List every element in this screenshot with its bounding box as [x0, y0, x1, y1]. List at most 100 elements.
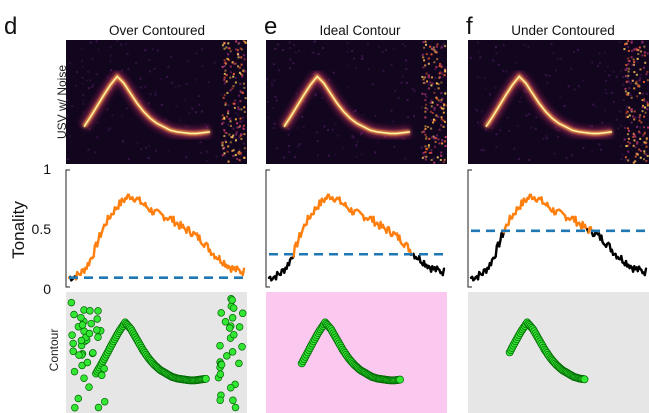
noise-pixel	[490, 127, 493, 130]
noise-pixel	[154, 93, 157, 96]
noise-pixel	[88, 87, 91, 90]
noise-contour-point	[221, 318, 230, 326]
noise-band-pixel	[645, 137, 648, 140]
noise-band-pixel	[436, 134, 439, 137]
noise-contour-point	[93, 326, 101, 334]
noise-pixel	[187, 125, 190, 128]
noise-band-pixel	[441, 139, 444, 142]
noise-contour-point	[229, 304, 238, 312]
noise-band-pixel	[235, 133, 238, 136]
noise-band-pixel	[627, 150, 630, 153]
noise-pixel	[495, 133, 498, 136]
noise-band-pixel	[429, 81, 432, 84]
noise-band-pixel	[444, 45, 447, 48]
noise-pixel	[622, 76, 625, 79]
noise-pixel	[577, 85, 580, 88]
noise-band-pixel	[627, 80, 630, 83]
noise-band-pixel	[223, 42, 226, 45]
noise-pixel	[120, 43, 123, 46]
noise-band-pixel	[626, 93, 629, 96]
noise-band-pixel	[646, 104, 649, 107]
noise-pixel	[431, 46, 434, 49]
noise-band-pixel	[641, 41, 644, 44]
noise-pixel	[76, 71, 79, 74]
noise-contour-point	[85, 329, 94, 338]
noise-band-pixel	[242, 54, 245, 57]
noise-pixel	[482, 149, 485, 152]
noise-pixel	[556, 57, 559, 60]
noise-band-pixel	[440, 64, 443, 67]
noise-band-pixel	[633, 48, 636, 51]
noise-band-pixel	[229, 65, 232, 68]
noise-band-pixel	[238, 159, 241, 162]
noise-band-pixel	[221, 114, 224, 117]
noise-band-pixel	[440, 151, 443, 154]
noise-pixel	[477, 76, 480, 79]
noise-contour-point	[85, 383, 93, 391]
tonality-panel	[265, 169, 447, 288]
noise-band-pixel	[636, 95, 639, 98]
noise-pixel	[276, 147, 279, 150]
noise-band-pixel	[222, 147, 225, 150]
noise-band-pixel	[229, 89, 232, 92]
noise-band-pixel	[430, 127, 433, 130]
noise-pixel	[401, 75, 404, 78]
noise-pixel	[542, 137, 545, 140]
noise-pixel	[89, 79, 92, 82]
noise-pixel	[266, 101, 269, 104]
noise-pixel	[242, 116, 245, 119]
noise-pixel	[199, 141, 202, 144]
noise-band-pixel	[228, 117, 231, 120]
noise-contour-point	[67, 298, 76, 307]
noise-pixel	[346, 42, 349, 45]
noise-band-pixel	[632, 161, 635, 164]
noise-band-pixel	[438, 72, 441, 75]
noise-pixel	[147, 144, 150, 147]
noise-band-pixel	[435, 45, 438, 48]
noise-band-pixel	[229, 124, 232, 127]
noise-pixel	[599, 148, 602, 151]
noise-band-pixel	[623, 48, 626, 51]
noise-pixel	[361, 114, 364, 117]
noise-pixel	[109, 60, 112, 63]
noise-band-pixel	[624, 68, 627, 71]
noise-contour-point	[74, 394, 83, 403]
noise-pixel	[553, 152, 556, 155]
noise-pixel	[477, 50, 480, 53]
noise-band-pixel	[444, 92, 447, 95]
noise-band-pixel	[424, 158, 427, 161]
contour-background	[266, 292, 447, 413]
noise-band-pixel	[223, 146, 226, 149]
tonality-segment-above	[241, 267, 246, 277]
noise-band-pixel	[427, 125, 430, 128]
noise-band-pixel	[421, 156, 424, 159]
noise-pixel	[200, 151, 203, 154]
noise-band-pixel	[229, 76, 232, 79]
noise-pixel	[497, 63, 500, 66]
noise-band-pixel	[427, 57, 430, 60]
noise-band-pixel	[443, 103, 446, 106]
noise-pixel	[573, 88, 576, 91]
noise-band-pixel	[627, 92, 630, 95]
noise-pixel	[517, 157, 520, 160]
noise-band-pixel	[441, 142, 444, 145]
noise-pixel	[619, 145, 622, 148]
noise-band-pixel	[240, 91, 243, 94]
noise-band-pixel	[242, 82, 245, 85]
noise-pixel	[167, 66, 170, 69]
noise-pixel	[548, 74, 551, 77]
noise-pixel	[590, 125, 593, 128]
noise-pixel	[94, 151, 97, 154]
tonality-segment-below	[494, 244, 498, 258]
noise-band-pixel	[428, 137, 431, 140]
noise-pixel	[619, 110, 622, 113]
noise-pixel	[353, 57, 356, 60]
noise-pixel	[526, 75, 529, 78]
noise-pixel	[394, 89, 397, 92]
noise-pixel	[353, 136, 356, 139]
noise-pixel	[513, 147, 516, 150]
noise-band-pixel	[629, 142, 632, 145]
noise-band-pixel	[222, 96, 225, 99]
noise-band-pixel	[434, 51, 437, 54]
noise-pixel	[148, 58, 151, 61]
